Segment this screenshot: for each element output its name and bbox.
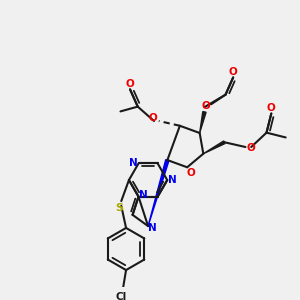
Text: O: O [267,103,276,113]
Text: O: O [187,168,195,178]
Text: O: O [229,67,238,77]
Text: O: O [202,101,211,111]
Polygon shape [148,160,169,226]
Text: N: N [139,190,148,200]
Polygon shape [203,141,225,154]
Text: N: N [129,158,138,169]
Polygon shape [200,112,206,133]
Text: N: N [148,223,156,233]
Text: N: N [168,175,176,185]
Text: S: S [116,203,123,213]
Text: O: O [126,79,134,88]
Text: O: O [149,113,158,123]
Text: Cl: Cl [116,292,127,300]
Text: O: O [247,143,256,153]
